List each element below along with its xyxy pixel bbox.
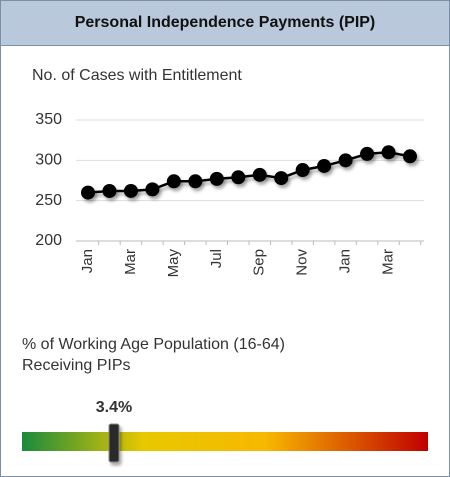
x-tick-label: Jan [79, 249, 96, 273]
data-point [145, 182, 160, 197]
x-tick-label: Mar [380, 249, 397, 275]
x-tick-label: Mar [122, 249, 139, 275]
x-tick-label: Nov [294, 249, 311, 276]
gauge-value-label: 3.4% [96, 399, 132, 416]
y-tick-label: 300 [35, 152, 62, 169]
data-point [188, 174, 203, 189]
y-tick-label: 250 [35, 192, 62, 209]
data-point [317, 158, 332, 173]
series-line [87, 151, 411, 194]
data-point [102, 183, 117, 198]
header-bar [0, 0, 450, 46]
data-point [123, 183, 138, 198]
data-point [166, 174, 181, 189]
chart-title: No. of Cases with Entitlement [32, 67, 242, 84]
data-point [360, 146, 375, 161]
x-tick-label: May [165, 249, 182, 278]
data-point [403, 149, 417, 164]
gauge-label: % of Working Age Population (16-64) [22, 336, 285, 353]
data-point [209, 171, 224, 186]
gauge-label: Receiving PIPs [22, 357, 131, 374]
data-point [252, 167, 267, 182]
header-title: Personal Independence Payments (PIP) [75, 14, 376, 31]
gauge-marker [108, 423, 120, 463]
data-point [81, 185, 95, 200]
y-tick-label: 350 [35, 111, 62, 128]
data-point [338, 153, 353, 168]
data-point [274, 171, 289, 186]
y-tick-label: 200 [35, 232, 62, 249]
x-tick-label: Sep [251, 249, 268, 276]
data-point [295, 163, 310, 178]
data-point [231, 170, 246, 185]
x-tick-label: Jul [208, 249, 225, 268]
x-tick-label: Jan [337, 249, 354, 273]
data-point [381, 145, 396, 160]
gauge-bar [22, 432, 428, 451]
